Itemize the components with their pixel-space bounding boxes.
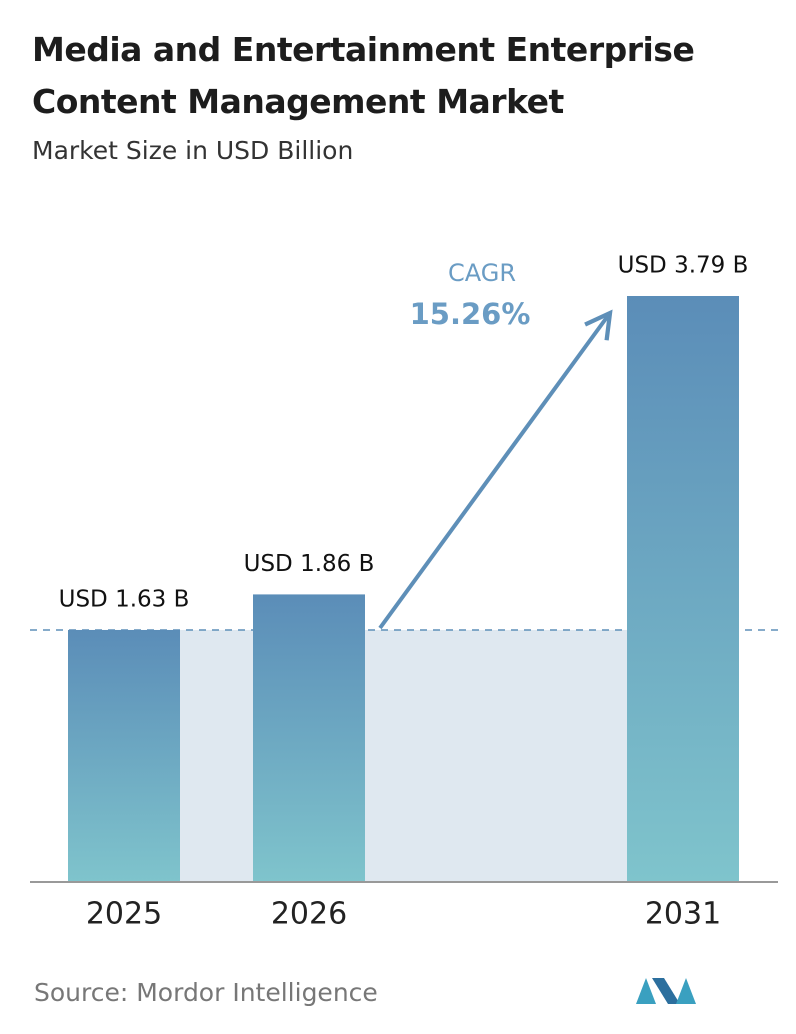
cagr-arrow (378, 309, 613, 630)
chart-subtitle: Market Size in USD Billion (32, 136, 354, 165)
logo (636, 978, 696, 1004)
bar (627, 296, 739, 882)
value-label: USD 1.86 B (244, 551, 375, 577)
source: Source: Mordor Intelligence (34, 978, 378, 1007)
cagr-value: 15.26% (410, 297, 531, 331)
x-tick-label: 2026 (271, 897, 347, 932)
x-tick-label: 2025 (86, 897, 162, 932)
chart-title: Media and Entertainment Enterprise Conte… (32, 30, 695, 121)
bar (253, 594, 365, 882)
value-label: USD 3.79 B (618, 253, 749, 279)
bar (68, 629, 180, 882)
x-tick-label: 2031 (645, 897, 721, 932)
cagr-label: CAGR (448, 259, 516, 287)
value-label: USD 1.63 B (59, 586, 190, 612)
